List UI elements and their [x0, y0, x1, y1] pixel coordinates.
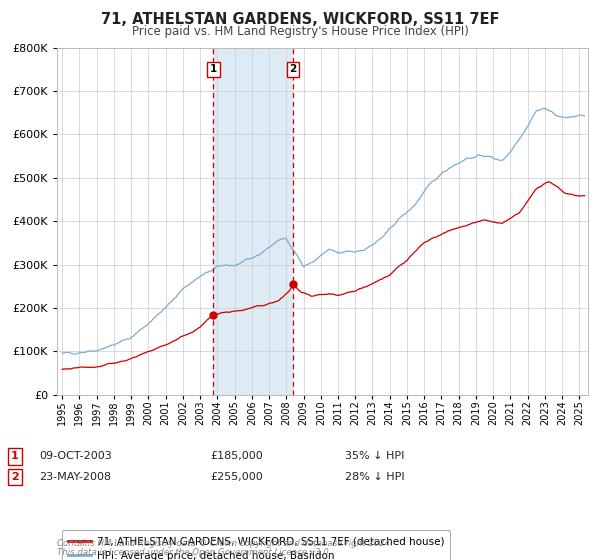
Text: 1: 1: [11, 451, 19, 461]
Text: Contains HM Land Registry data © Crown copyright and database right 2024.: Contains HM Land Registry data © Crown c…: [57, 539, 393, 548]
Text: 1: 1: [210, 64, 217, 74]
Text: £185,000: £185,000: [210, 451, 263, 461]
Text: 28% ↓ HPI: 28% ↓ HPI: [345, 472, 404, 482]
Text: £255,000: £255,000: [210, 472, 263, 482]
Text: 35% ↓ HPI: 35% ↓ HPI: [345, 451, 404, 461]
Text: 2: 2: [289, 64, 296, 74]
Legend: 71, ATHELSTAN GARDENS, WICKFORD, SS11 7EF (detached house), HPI: Average price, : 71, ATHELSTAN GARDENS, WICKFORD, SS11 7E…: [62, 530, 451, 560]
Text: 71, ATHELSTAN GARDENS, WICKFORD, SS11 7EF: 71, ATHELSTAN GARDENS, WICKFORD, SS11 7E…: [101, 12, 499, 27]
Bar: [214, 48, 293, 395]
Text: 23-MAY-2008: 23-MAY-2008: [39, 472, 111, 482]
Text: This data is licensed under the Open Government Licence v3.0.: This data is licensed under the Open Gov…: [57, 548, 331, 557]
Text: Price paid vs. HM Land Registry's House Price Index (HPI): Price paid vs. HM Land Registry's House …: [131, 25, 469, 38]
Text: 09-OCT-2003: 09-OCT-2003: [39, 451, 112, 461]
Text: 2: 2: [11, 472, 19, 482]
